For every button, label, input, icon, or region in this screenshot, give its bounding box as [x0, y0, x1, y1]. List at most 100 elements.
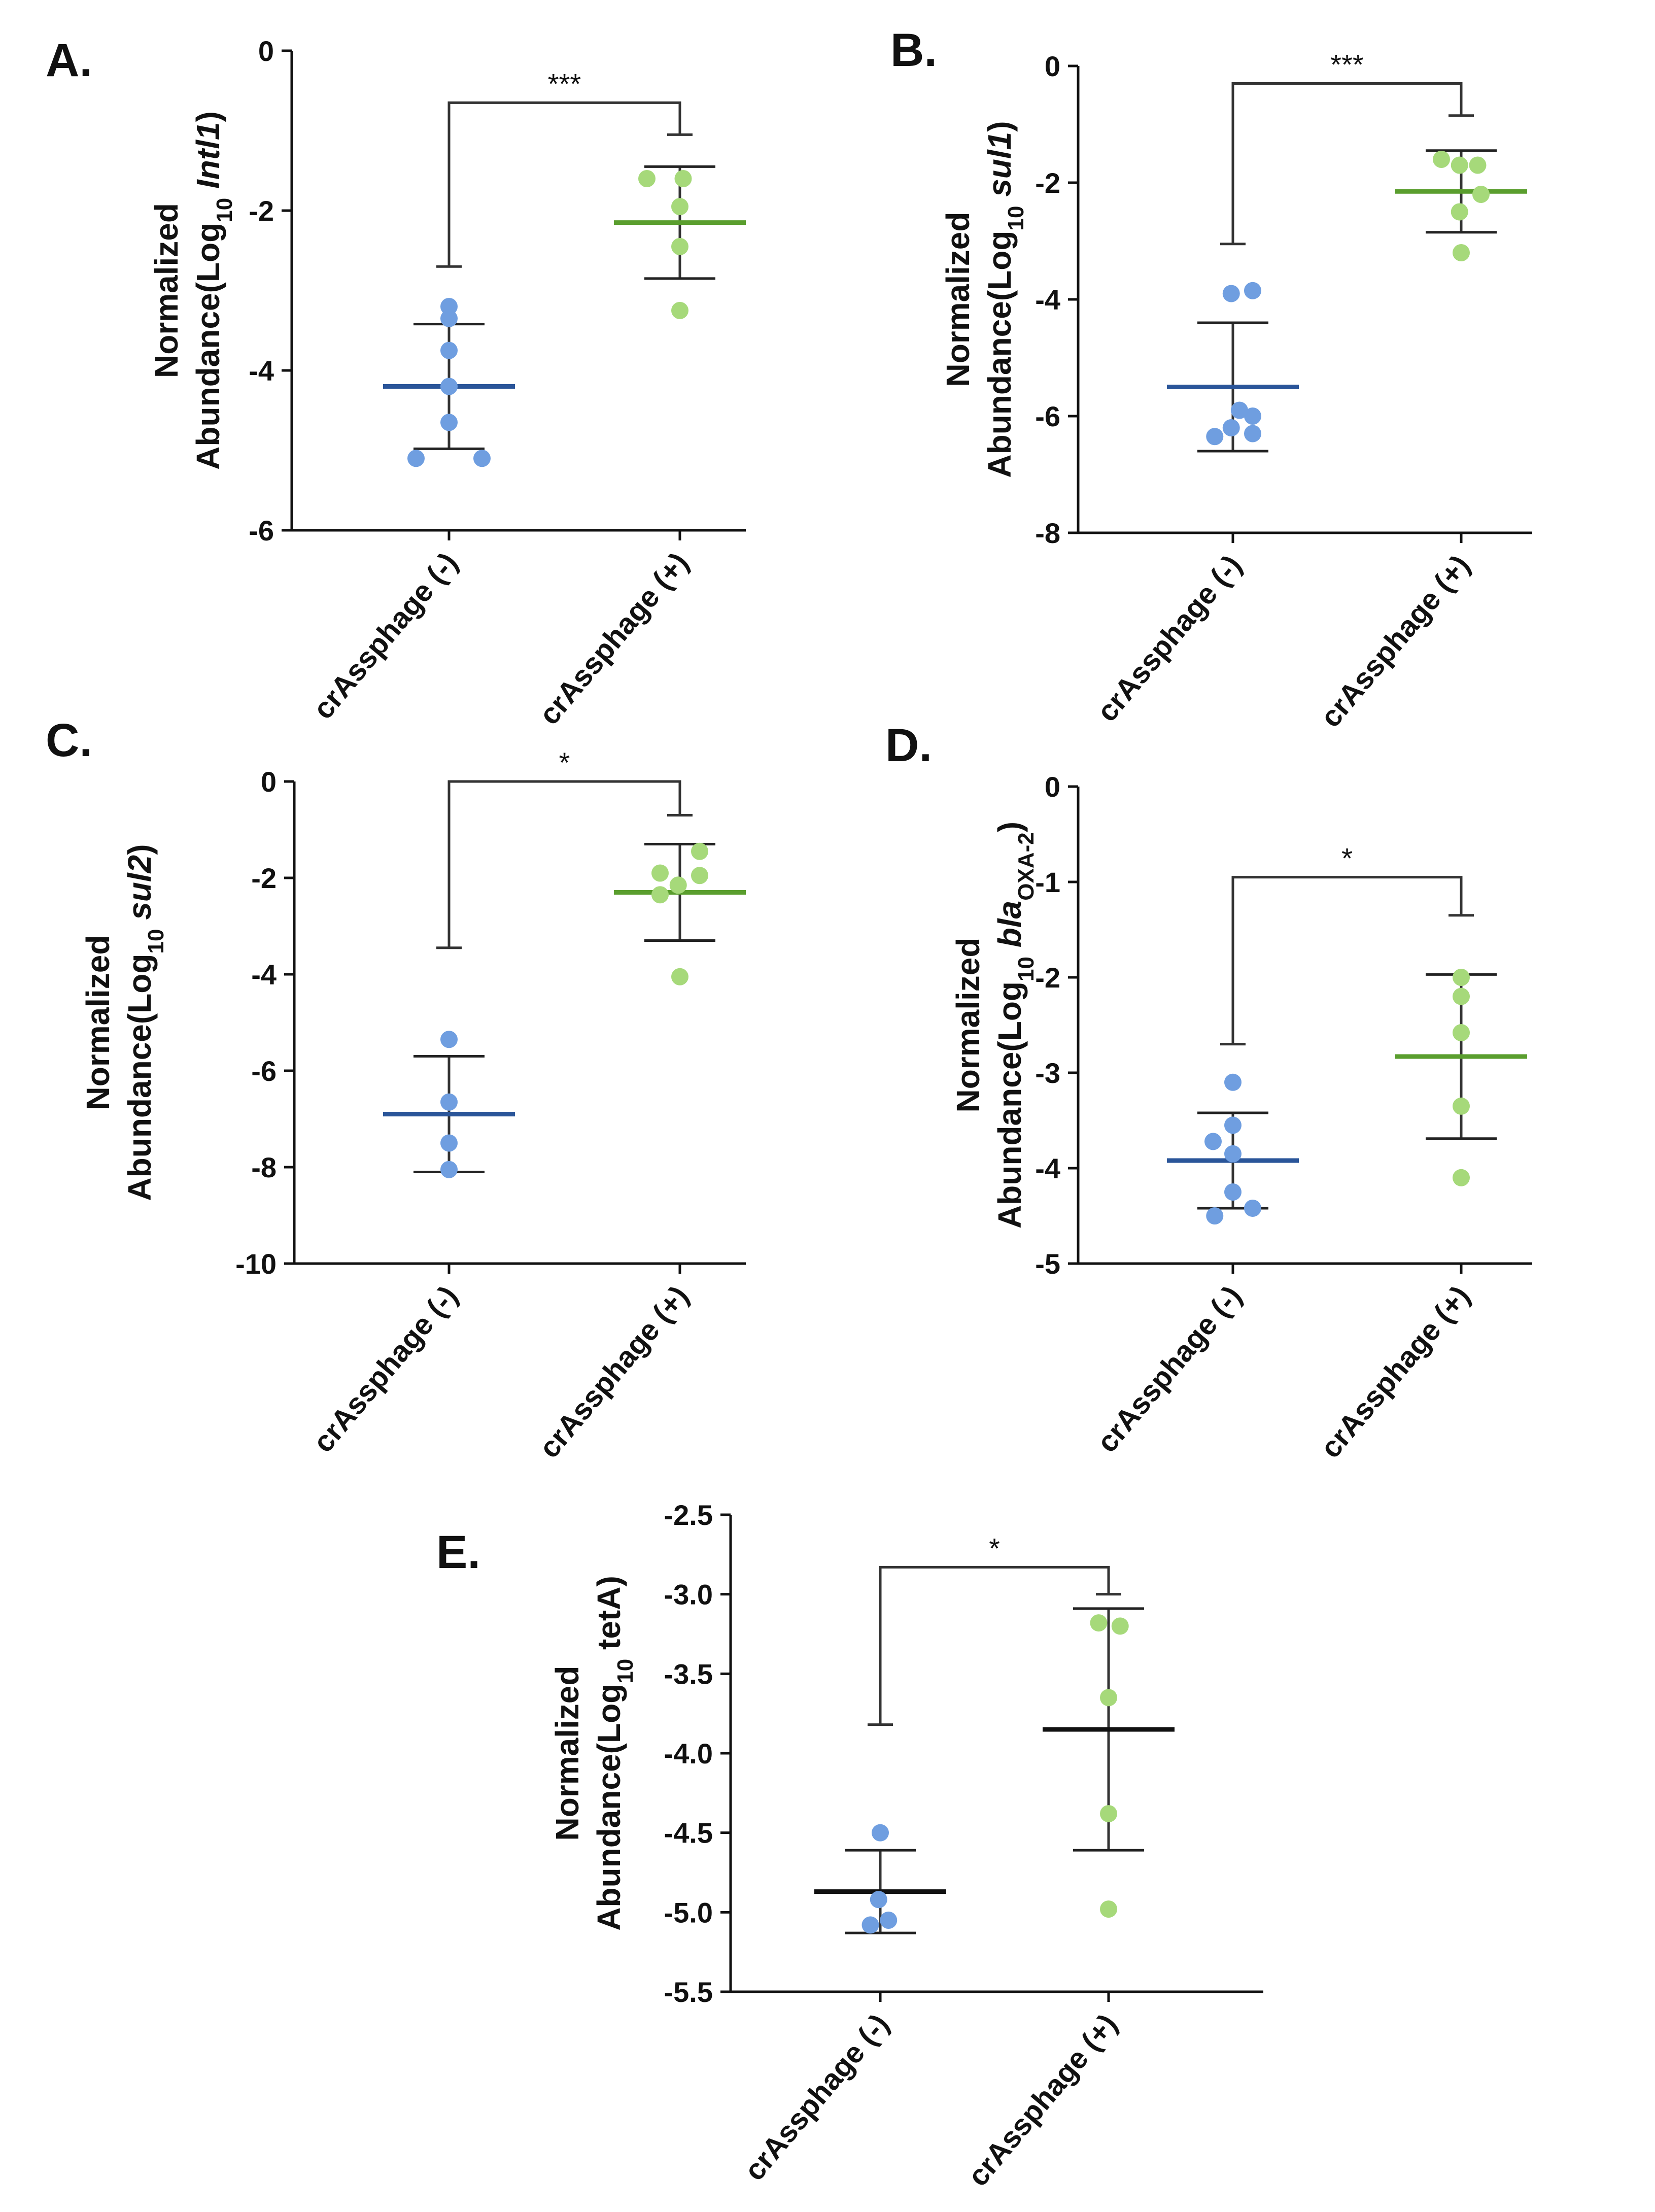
y-tick-label: -4 — [251, 959, 277, 991]
y-tick-label: -3.0 — [664, 1579, 713, 1611]
y-tick-label: -8 — [251, 1151, 277, 1183]
y-axis-label-prefix: Abundance(Log — [991, 981, 1028, 1229]
y-axis-label-space — [121, 920, 158, 929]
panel-letter: B. — [890, 24, 937, 76]
data-point — [1224, 1183, 1242, 1201]
data-point — [872, 1824, 889, 1842]
data-point — [870, 1891, 887, 1909]
data-point — [407, 450, 425, 467]
y-axis-label-prefix: Abundance(Log — [591, 1684, 627, 1931]
y-tick-label: 0 — [261, 766, 277, 798]
x-category-label: crAssphage (+) — [1314, 549, 1476, 734]
y-tick-label: 0 — [1045, 50, 1060, 82]
data-point — [440, 414, 458, 431]
significance-bracket — [447, 780, 681, 948]
significance-bracket — [879, 1566, 1110, 1725]
data-point — [669, 876, 687, 894]
y-axis-label-space — [991, 947, 1028, 957]
significance-label: * — [559, 746, 570, 778]
data-point — [1100, 1805, 1117, 1823]
y-axis-label-close: ) — [991, 822, 1028, 832]
y-axis-label-prefix: Abundance(Log — [121, 954, 158, 1201]
data-point — [1451, 203, 1468, 221]
x-category-label: crAssphage (+) — [533, 1280, 695, 1465]
data-point — [880, 1912, 898, 1929]
y-tick-label: 0 — [1045, 771, 1060, 803]
data-point — [440, 1093, 458, 1111]
data-point — [1453, 1169, 1470, 1186]
chart-panel-2: B. 0 -2 -4 -6 -8 crAssphage (-) crAssphage (+) N… — [890, 24, 1532, 734]
data-point — [691, 867, 708, 884]
data-point — [1244, 407, 1261, 425]
x-category-label: crAssphage (+) — [1314, 1280, 1476, 1465]
y-tick-label: -6 — [251, 1055, 277, 1087]
y-tick-label: -3.5 — [664, 1658, 713, 1690]
significance-bracket — [1231, 82, 1463, 244]
y-axis-label-prefix: Abundance(Log — [190, 223, 226, 470]
data-point — [1206, 1207, 1224, 1224]
data-point — [440, 298, 458, 315]
panel-letter: C. — [46, 714, 92, 766]
y-axis-label-close: ) — [591, 1576, 627, 1586]
y-axis-label-line1: Normalized — [950, 938, 986, 1113]
gene-name: sul2 — [121, 855, 158, 920]
data-point — [861, 1916, 879, 1934]
data-point — [440, 378, 458, 395]
chart-panel-3: C. 0 -2 -4 -6 -8 -10 crAssphage (-) crAssphage (… — [46, 714, 746, 1465]
x-category-label: crAssphage (-) — [738, 2008, 895, 2187]
y-axis-label-subscript: 10 — [613, 1659, 638, 1684]
y-axis-label: Normalized Abundance(Log10 tetA) — [549, 1576, 638, 1931]
y-axis-label-subscript: 10 — [144, 929, 168, 954]
y-tick-label: -1 — [1035, 866, 1060, 898]
data-point — [440, 1031, 458, 1048]
y-axis-label-close: ) — [190, 111, 226, 122]
y-axis-label-line1: Normalized — [940, 212, 976, 387]
x-category-label: crAssphage (-) — [1090, 549, 1248, 728]
gene-name: tetA — [591, 1587, 627, 1650]
x-category-label: crAssphage (-) — [306, 1280, 464, 1459]
y-tick-label: -4.0 — [664, 1738, 713, 1769]
y-axis-label-subscript: 10 — [1014, 957, 1039, 981]
data-point — [1222, 419, 1240, 436]
y-axis-label-space — [981, 197, 1018, 206]
data-point — [671, 301, 688, 319]
data-point — [1244, 1199, 1261, 1217]
y-tick-label: -8 — [1035, 517, 1060, 549]
y-tick-label: -5.5 — [664, 1976, 713, 2008]
data-point — [1433, 151, 1450, 168]
y-axis-label-close: ) — [981, 121, 1018, 131]
significance-bracket — [447, 101, 681, 267]
data-point — [671, 198, 688, 216]
data-point — [1472, 186, 1490, 203]
y-tick-label: -4 — [249, 355, 274, 387]
y-axis-label-subscript: 10 — [1004, 206, 1028, 231]
significance-bracket — [1231, 876, 1463, 1044]
y-axis-label-prefix: Abundance(Log — [981, 231, 1018, 478]
y-axis-label-space — [190, 189, 226, 198]
data-point — [1231, 401, 1248, 419]
y-axis-label-space — [591, 1650, 627, 1659]
y-tick-label: -5 — [1035, 1248, 1060, 1280]
y-tick-label: -2 — [1035, 962, 1060, 994]
panel-letter: E. — [436, 1526, 480, 1578]
panel-letter: A. — [46, 35, 92, 86]
data-point — [1469, 156, 1487, 174]
gene-name: sul1 — [981, 132, 1018, 197]
y-axis-label: Normalized Abundance(Log10 Intl1) — [148, 111, 237, 470]
data-point — [674, 170, 692, 187]
data-point — [1204, 1133, 1222, 1150]
gene-name: Intl1 — [190, 122, 226, 189]
y-tick-label: -4.5 — [664, 1817, 713, 1849]
chart-panel-4: D. 0 -1 -2 -3 -4 -5 crAssphage (-) crAssphage (+… — [885, 720, 1532, 1465]
significance-label: *** — [548, 67, 581, 99]
data-point — [691, 842, 708, 860]
data-point — [1222, 285, 1240, 302]
data-point — [1453, 969, 1470, 986]
data-point — [638, 170, 656, 187]
chart-panel-5: E. -2.5 -3.0 -3.5 -4.0 -4.5 -5.0 -5.5 crAssphage… — [436, 1499, 1263, 2193]
y-tick-label: 0 — [258, 35, 274, 67]
data-point — [473, 450, 491, 467]
y-axis-label-line1: Normalized — [549, 1666, 585, 1841]
y-axis-label-close: ) — [121, 844, 158, 855]
data-point — [1453, 244, 1470, 261]
